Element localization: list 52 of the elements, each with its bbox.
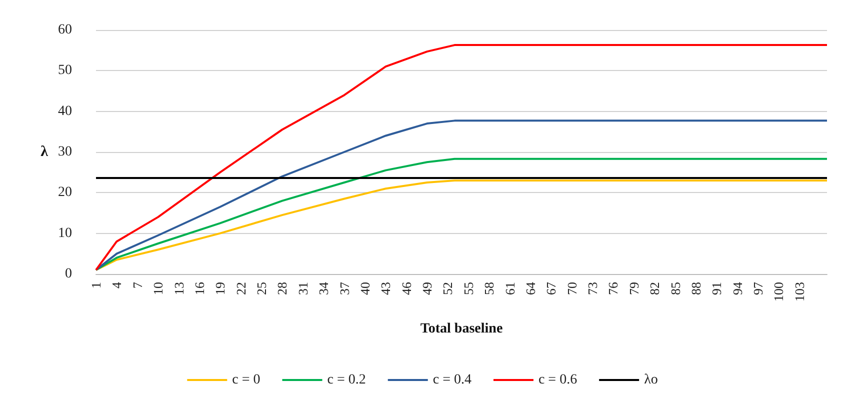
x-tick-label: 103 — [792, 282, 807, 302]
x-tick-label: 4 — [109, 282, 124, 288]
line-series — [95, 120, 828, 271]
x-tick-label: 28 — [274, 282, 290, 295]
x-tick-label: 64 — [522, 282, 538, 295]
line-series — [95, 44, 828, 271]
x-tick-label: 19 — [212, 282, 228, 295]
x-tick-label: 73 — [585, 282, 600, 295]
legend-label: c = 0.6 — [538, 372, 578, 388]
x-tick-label: 52 — [440, 282, 456, 295]
x-tick-label: 88 — [688, 282, 704, 295]
x-tick-label: 91 — [709, 282, 724, 295]
y-tick-label: 10 — [58, 226, 72, 241]
x-tick-label: 25 — [254, 282, 270, 295]
x-tick-label: 40 — [357, 282, 372, 295]
x-tick-label: 70 — [564, 282, 580, 295]
y-tick-label: 20 — [58, 185, 72, 200]
x-tick-label: 100 — [771, 282, 786, 302]
x-tick-label: 49 — [420, 282, 435, 295]
x-tick-label: 31 — [295, 282, 310, 295]
x-tick-label: 97 — [750, 282, 766, 295]
y-tick-label: 50 — [58, 63, 72, 78]
x-tick-label: 58 — [482, 282, 497, 295]
x-tick-label: 7 — [130, 282, 145, 288]
x-axis-title: Total baseline — [420, 322, 503, 336]
x-tick-label: 10 — [150, 282, 166, 295]
legend-label: c = 0 — [232, 372, 260, 388]
x-tick-label: 79 — [626, 282, 642, 295]
x-tick-label: 55 — [460, 282, 476, 295]
x-tick-label: 37 — [336, 282, 352, 295]
legend-label: c = 0.2 — [327, 372, 366, 388]
x-tick-label: 1 — [88, 282, 104, 288]
x-tick-label: 16 — [192, 282, 207, 295]
legend-label: c = 0.4 — [432, 372, 472, 388]
legend-label: λo — [644, 372, 658, 388]
x-tick-label: 76 — [606, 282, 621, 295]
x-tick-label: 43 — [378, 282, 394, 295]
line-series — [95, 158, 828, 271]
y-tick-label: 0 — [65, 266, 72, 282]
y-tick-label: 40 — [58, 104, 72, 119]
x-tick-label: 85 — [668, 282, 683, 295]
x-tick-label: 34 — [316, 282, 332, 295]
x-tick-label: 13 — [171, 282, 186, 295]
y-tick-label: 30 — [58, 144, 72, 160]
x-tick-label: 46 — [398, 282, 414, 295]
x-tick-label: 82 — [647, 282, 662, 295]
y-axis-title: λ — [40, 144, 49, 160]
x-tick-label: 67 — [544, 282, 559, 295]
x-tick-label: 61 — [502, 282, 518, 295]
x-tick-label: 22 — [233, 282, 248, 295]
x-tick-label: 94 — [730, 282, 745, 295]
y-tick-label: 60 — [58, 22, 72, 38]
